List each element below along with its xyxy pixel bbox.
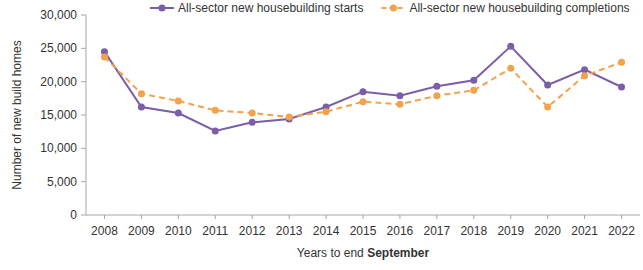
series-line [104,57,621,117]
y-tick [81,148,86,149]
series-marker [433,92,440,99]
series-marker [544,104,551,111]
series-marker [507,65,514,72]
series-marker [212,107,219,114]
x-tick [584,215,585,219]
series-marker [175,110,182,117]
series-marker [323,108,330,115]
y-tick-label: 10,000 [40,141,77,155]
series-marker [396,92,403,99]
x-tick-label: 2022 [608,224,635,238]
x-axis-title-part: Years to end [297,246,367,260]
y-tick [81,81,86,82]
series-marker [507,43,514,50]
x-tick [289,215,290,219]
y-tick-label: 20,000 [40,75,77,89]
x-tick [104,215,105,219]
x-tick [399,215,400,219]
plot-area [101,43,625,135]
x-tick-label: 2008 [91,224,118,238]
x-tick-label: 2015 [350,224,377,238]
x-axis-title: Years to end September [297,246,430,260]
legend: All-sector new housebuilding starts All-s… [150,1,630,15]
series-marker [470,77,477,84]
y-tick-label: 30,000 [40,8,77,22]
y-tick [81,115,86,116]
x-tick-label: 2013 [276,224,303,238]
series-marker [470,87,477,94]
legend-marker [159,5,166,12]
x-tick-label: 2010 [165,224,192,238]
series-marker [212,128,219,135]
x-tick [473,215,474,219]
x-tick-label: 2014 [313,224,340,238]
series-marker [249,119,256,126]
series-marker [618,59,625,66]
series-marker [581,66,588,73]
series-marker [544,82,551,89]
x-tick [178,215,179,219]
series-marker [581,72,588,79]
x-tick [326,215,327,219]
series-marker [138,90,145,97]
x-tick [215,215,216,219]
x-tick [547,215,548,219]
x-tick-label: 2020 [534,224,561,238]
series-marker [360,98,367,105]
legend-marker [390,5,397,12]
y-tick [81,181,86,182]
series-line [104,46,621,131]
y-tick-label: 25,000 [40,41,77,55]
x-tick [436,215,437,219]
x-tick [510,215,511,219]
x-tick [141,215,142,219]
x-tick-label: 2017 [424,224,451,238]
x-tick-label: 2018 [460,224,487,238]
y-tick [81,48,86,49]
x-tick-label: 2016 [387,224,414,238]
series-marker [360,88,367,95]
y-tick-label: 15,000 [40,108,77,122]
series-marker [175,98,182,105]
series-marker [396,101,403,108]
y-tick [81,215,86,216]
series-marker [286,114,293,121]
x-tick-label: 2019 [497,224,524,238]
y-axis-title: Number of new build homes [10,40,24,189]
legend-label: All-sector new housebuilding starts [178,1,363,15]
series-marker [618,84,625,91]
chart: 0 5,000 10,000 15,000 20,000 25,000 30,000 2008… [0,0,643,270]
legend-label: All-sector new housebuilding completions [409,1,629,15]
x-tick-label: 2012 [239,224,266,238]
series-marker [101,54,108,61]
x-tick-label: 2009 [128,224,155,238]
y-tick [81,15,86,16]
x-tick-label: 2011 [202,224,228,238]
y-tick-label: 5,000 [47,175,77,189]
y-tick-label: 0 [70,208,77,222]
series-marker [433,83,440,90]
x-tick [252,215,253,219]
x-tick [363,215,364,219]
x-tick-label: 2021 [571,224,598,238]
x-tick [621,215,622,219]
x-axis-title-part: September [367,246,429,260]
series-marker [138,104,145,111]
series-marker [249,110,256,117]
